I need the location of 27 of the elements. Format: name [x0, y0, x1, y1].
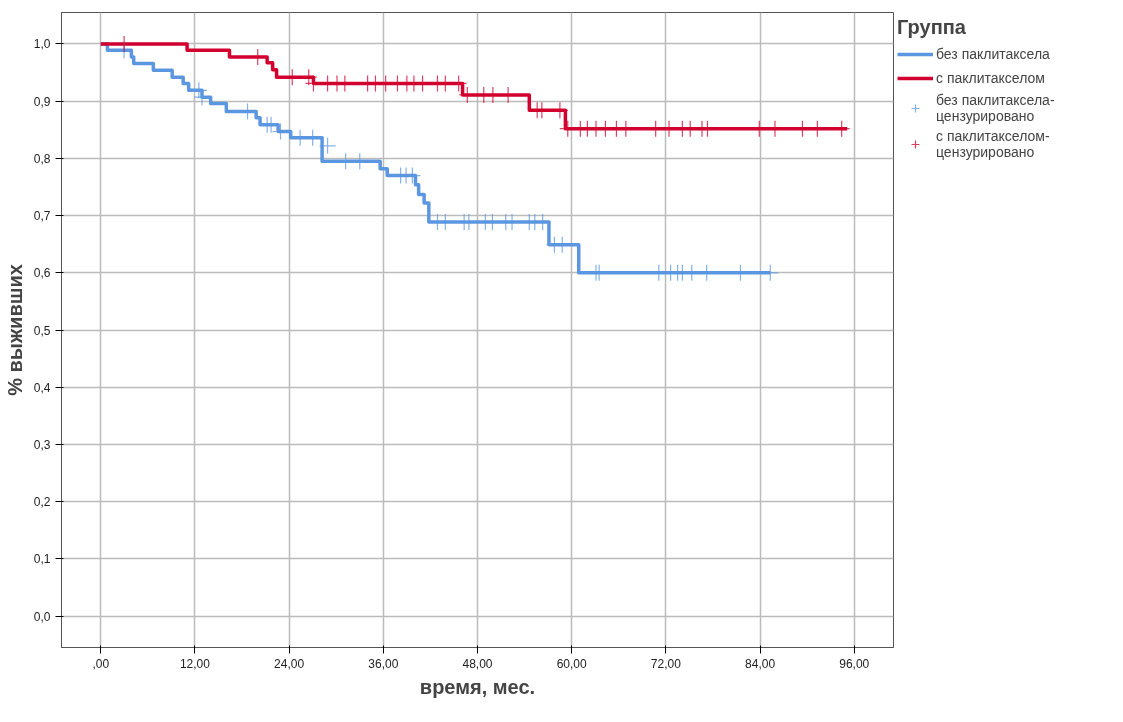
- legend-label: без паклитаксела: [936, 46, 1051, 62]
- x-tick-label: 96,00: [839, 656, 870, 671]
- x-tick-label: ,00: [92, 656, 110, 671]
- y-tick-label: 0,5: [33, 323, 51, 338]
- x-tick-label: 72,00: [650, 656, 682, 671]
- y-tick-label: 0,0: [33, 609, 51, 624]
- x-tick-label: 36,00: [368, 656, 399, 671]
- x-tick-label: 12,00: [179, 656, 211, 671]
- x-tick-label: 24,00: [274, 656, 305, 671]
- legend-label: с паклитакселом-цензурировано: [936, 128, 1051, 160]
- legend-label: с паклитакселом: [936, 70, 1046, 86]
- y-tick-label: 0,8: [33, 151, 51, 166]
- y-tick-label: 0,9: [33, 94, 51, 109]
- y-tick-label: 0,4: [33, 380, 51, 395]
- x-tick-label: 84,00: [745, 656, 776, 671]
- legend-title: Группа: [897, 16, 967, 39]
- x-tick-label: 48,00: [462, 656, 493, 671]
- y-tick-label: 0,6: [33, 266, 51, 281]
- x-tick-label: 60,00: [556, 656, 588, 671]
- y-tick-label: 0,3: [33, 437, 51, 452]
- y-tick-label: 0,7: [33, 209, 51, 224]
- y-tick-label: 1,0: [33, 37, 51, 52]
- point: [318, 137, 337, 155]
- y-axis-title: % выживших: [3, 264, 26, 396]
- x-axis-title: время, мес.: [419, 675, 536, 698]
- y-tick-label: 0,1: [33, 552, 51, 567]
- y-tick-label: 0,2: [33, 495, 51, 510]
